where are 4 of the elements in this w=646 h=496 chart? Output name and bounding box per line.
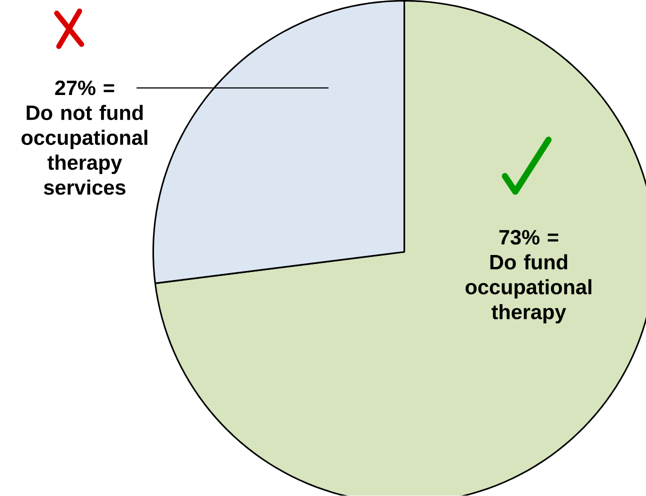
data-label: 27% = [55, 80, 114, 96]
data-label: 73% = [499, 230, 558, 245]
slice-label: Do not fund occupational therapy services [22, 105, 148, 195]
slice-label: Do fund occupational therapy [466, 254, 592, 324]
